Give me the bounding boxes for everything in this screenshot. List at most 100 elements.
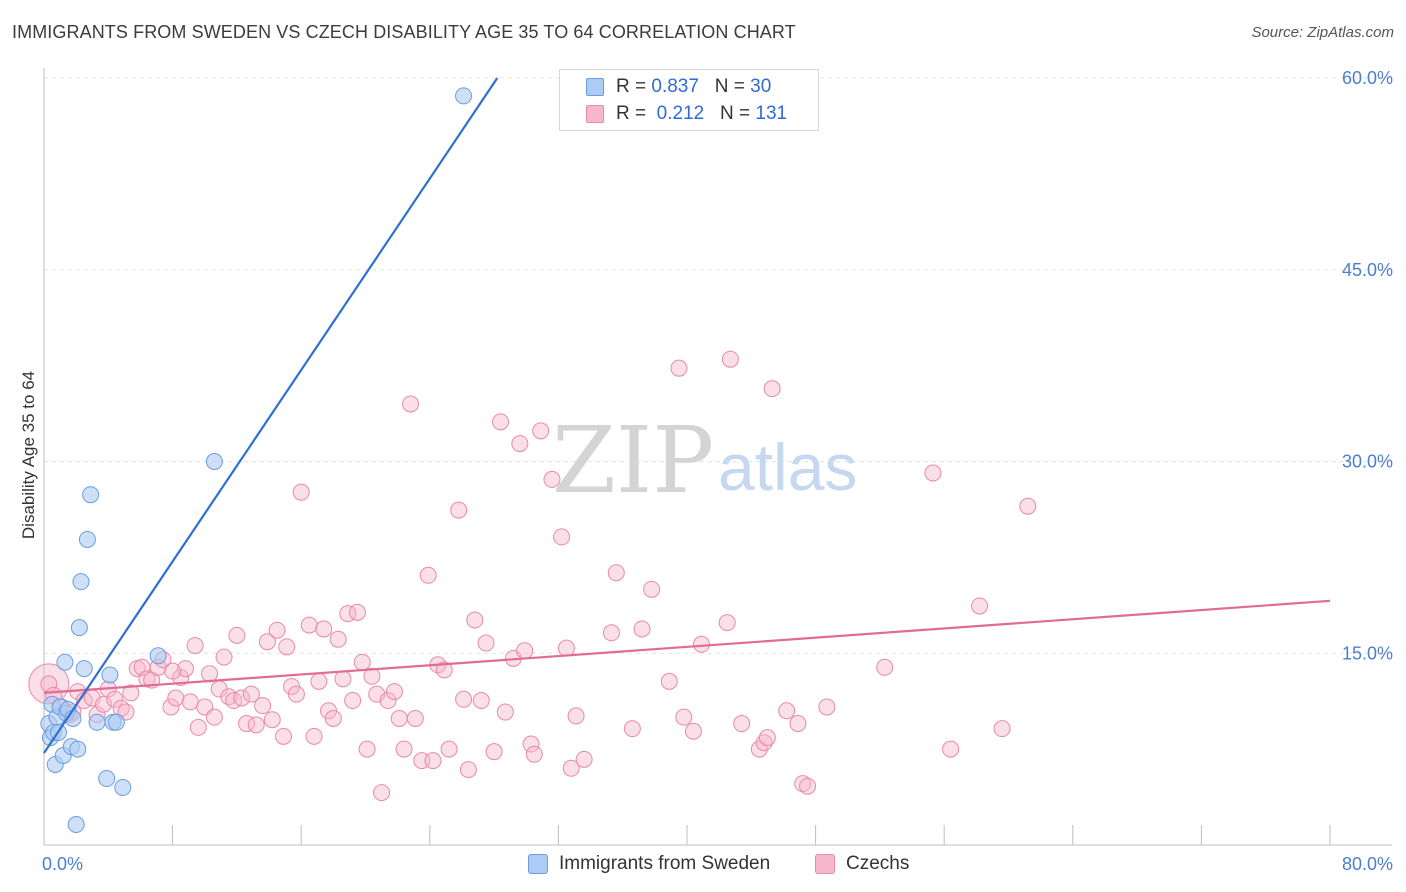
- sweden-point: [114, 778, 132, 796]
- czech-point: [971, 597, 989, 615]
- sweden-point: [78, 530, 96, 548]
- czech-point: [310, 672, 328, 690]
- czech-point: [164, 662, 182, 680]
- czech-point: [435, 661, 453, 679]
- czech-point: [300, 616, 318, 634]
- czech-point: [876, 658, 894, 676]
- czech-point: [553, 528, 571, 546]
- czech-point: [516, 642, 534, 660]
- czech-point: [543, 470, 561, 488]
- czech-point: [602, 624, 620, 642]
- czech-point: [233, 689, 251, 707]
- sweden-point: [75, 660, 93, 678]
- legend-item-label: Czechs: [846, 853, 910, 874]
- czech-point: [692, 635, 710, 653]
- sweden-point: [455, 87, 473, 105]
- czech-point: [258, 633, 276, 651]
- czech-point: [496, 703, 514, 721]
- czech-point: [205, 708, 223, 726]
- czech-point: [292, 483, 310, 501]
- czech-point: [94, 695, 112, 713]
- czech-point: [358, 740, 376, 758]
- sweden-point: [70, 619, 88, 637]
- czech-point: [525, 745, 543, 763]
- czech-point: [329, 630, 347, 648]
- x-tick-label: 80.0%: [1342, 854, 1393, 874]
- sweden-point: [98, 770, 116, 788]
- sweden-trend-line: [43, 77, 499, 754]
- y-axis-label: Disability Age 35 to 64: [19, 371, 38, 539]
- axes: [43, 68, 1392, 846]
- czech-point: [670, 359, 688, 377]
- czech-point: [557, 639, 575, 657]
- czech-point: [242, 685, 260, 703]
- czech-point: [532, 422, 550, 440]
- legend-r-value: 0.837: [651, 76, 699, 97]
- czech-point: [247, 716, 265, 734]
- legend-n-value: 131: [755, 103, 788, 124]
- czech-point: [459, 761, 477, 779]
- legend-r-value: 0.212: [656, 103, 705, 124]
- czech-point: [406, 709, 424, 727]
- czech-point: [402, 395, 420, 413]
- czech-point: [162, 698, 180, 716]
- czech-point: [385, 683, 403, 701]
- czech-point: [477, 634, 495, 652]
- sweden-point: [101, 666, 119, 684]
- czech-point: [334, 670, 352, 688]
- czech-point: [176, 660, 194, 678]
- czech-point: [324, 709, 342, 727]
- czech-legend-swatch: [815, 854, 835, 874]
- czech-point: [924, 464, 942, 482]
- czech-point: [660, 672, 678, 690]
- czech-point: [315, 620, 333, 638]
- czech-point: [675, 708, 693, 726]
- czech-point: [278, 638, 296, 656]
- czech-point: [492, 413, 510, 431]
- czech-point: [305, 727, 323, 745]
- czech-point: [215, 648, 233, 666]
- czech-point: [363, 667, 381, 685]
- czech-point: [789, 715, 807, 733]
- czech-point: [201, 665, 219, 683]
- czech-point: [733, 715, 751, 733]
- czech-point: [395, 740, 413, 758]
- legend-row-text: R = 0.212 N = 131: [616, 103, 787, 125]
- czech-swatch: [586, 105, 604, 123]
- sweden-point: [72, 573, 90, 591]
- czech-point: [511, 435, 529, 453]
- czech-point: [684, 722, 702, 740]
- sweden-point: [107, 713, 125, 731]
- czech-point: [353, 653, 371, 671]
- czech-point: [942, 740, 960, 758]
- czech-point: [607, 564, 625, 582]
- sweden-legend-swatch: [528, 854, 548, 874]
- czech-point: [633, 620, 651, 638]
- czech-point: [186, 637, 204, 655]
- czech-point: [263, 711, 281, 729]
- correlation-legend: R = 0.837 N = 30 R = 0.212 N = 131: [559, 69, 819, 131]
- czech-point: [485, 743, 503, 761]
- czech-point: [106, 690, 124, 708]
- y-tick-label: 30.0%: [1342, 452, 1393, 472]
- sweden-swatch: [586, 78, 604, 96]
- czech-point: [390, 709, 408, 727]
- sweden-points: [40, 87, 473, 834]
- series-legend: Immigrants from Sweden Czechs: [0, 852, 1406, 878]
- czech-points: [28, 350, 1037, 802]
- czech-point: [567, 707, 585, 725]
- legend-n-value: 30: [750, 76, 772, 97]
- grid-lines: [44, 77, 1392, 654]
- czech-point: [818, 698, 836, 716]
- watermark-atlas: atlas: [718, 430, 857, 504]
- legend-n-label: N =: [714, 76, 751, 97]
- czech-point: [778, 702, 796, 720]
- czech-point: [419, 566, 437, 584]
- czech-point: [721, 350, 739, 368]
- czech-point: [466, 611, 484, 629]
- sweden-point: [88, 713, 106, 731]
- czech-point: [794, 775, 812, 793]
- czech-point: [755, 734, 773, 752]
- czech-point: [424, 752, 442, 770]
